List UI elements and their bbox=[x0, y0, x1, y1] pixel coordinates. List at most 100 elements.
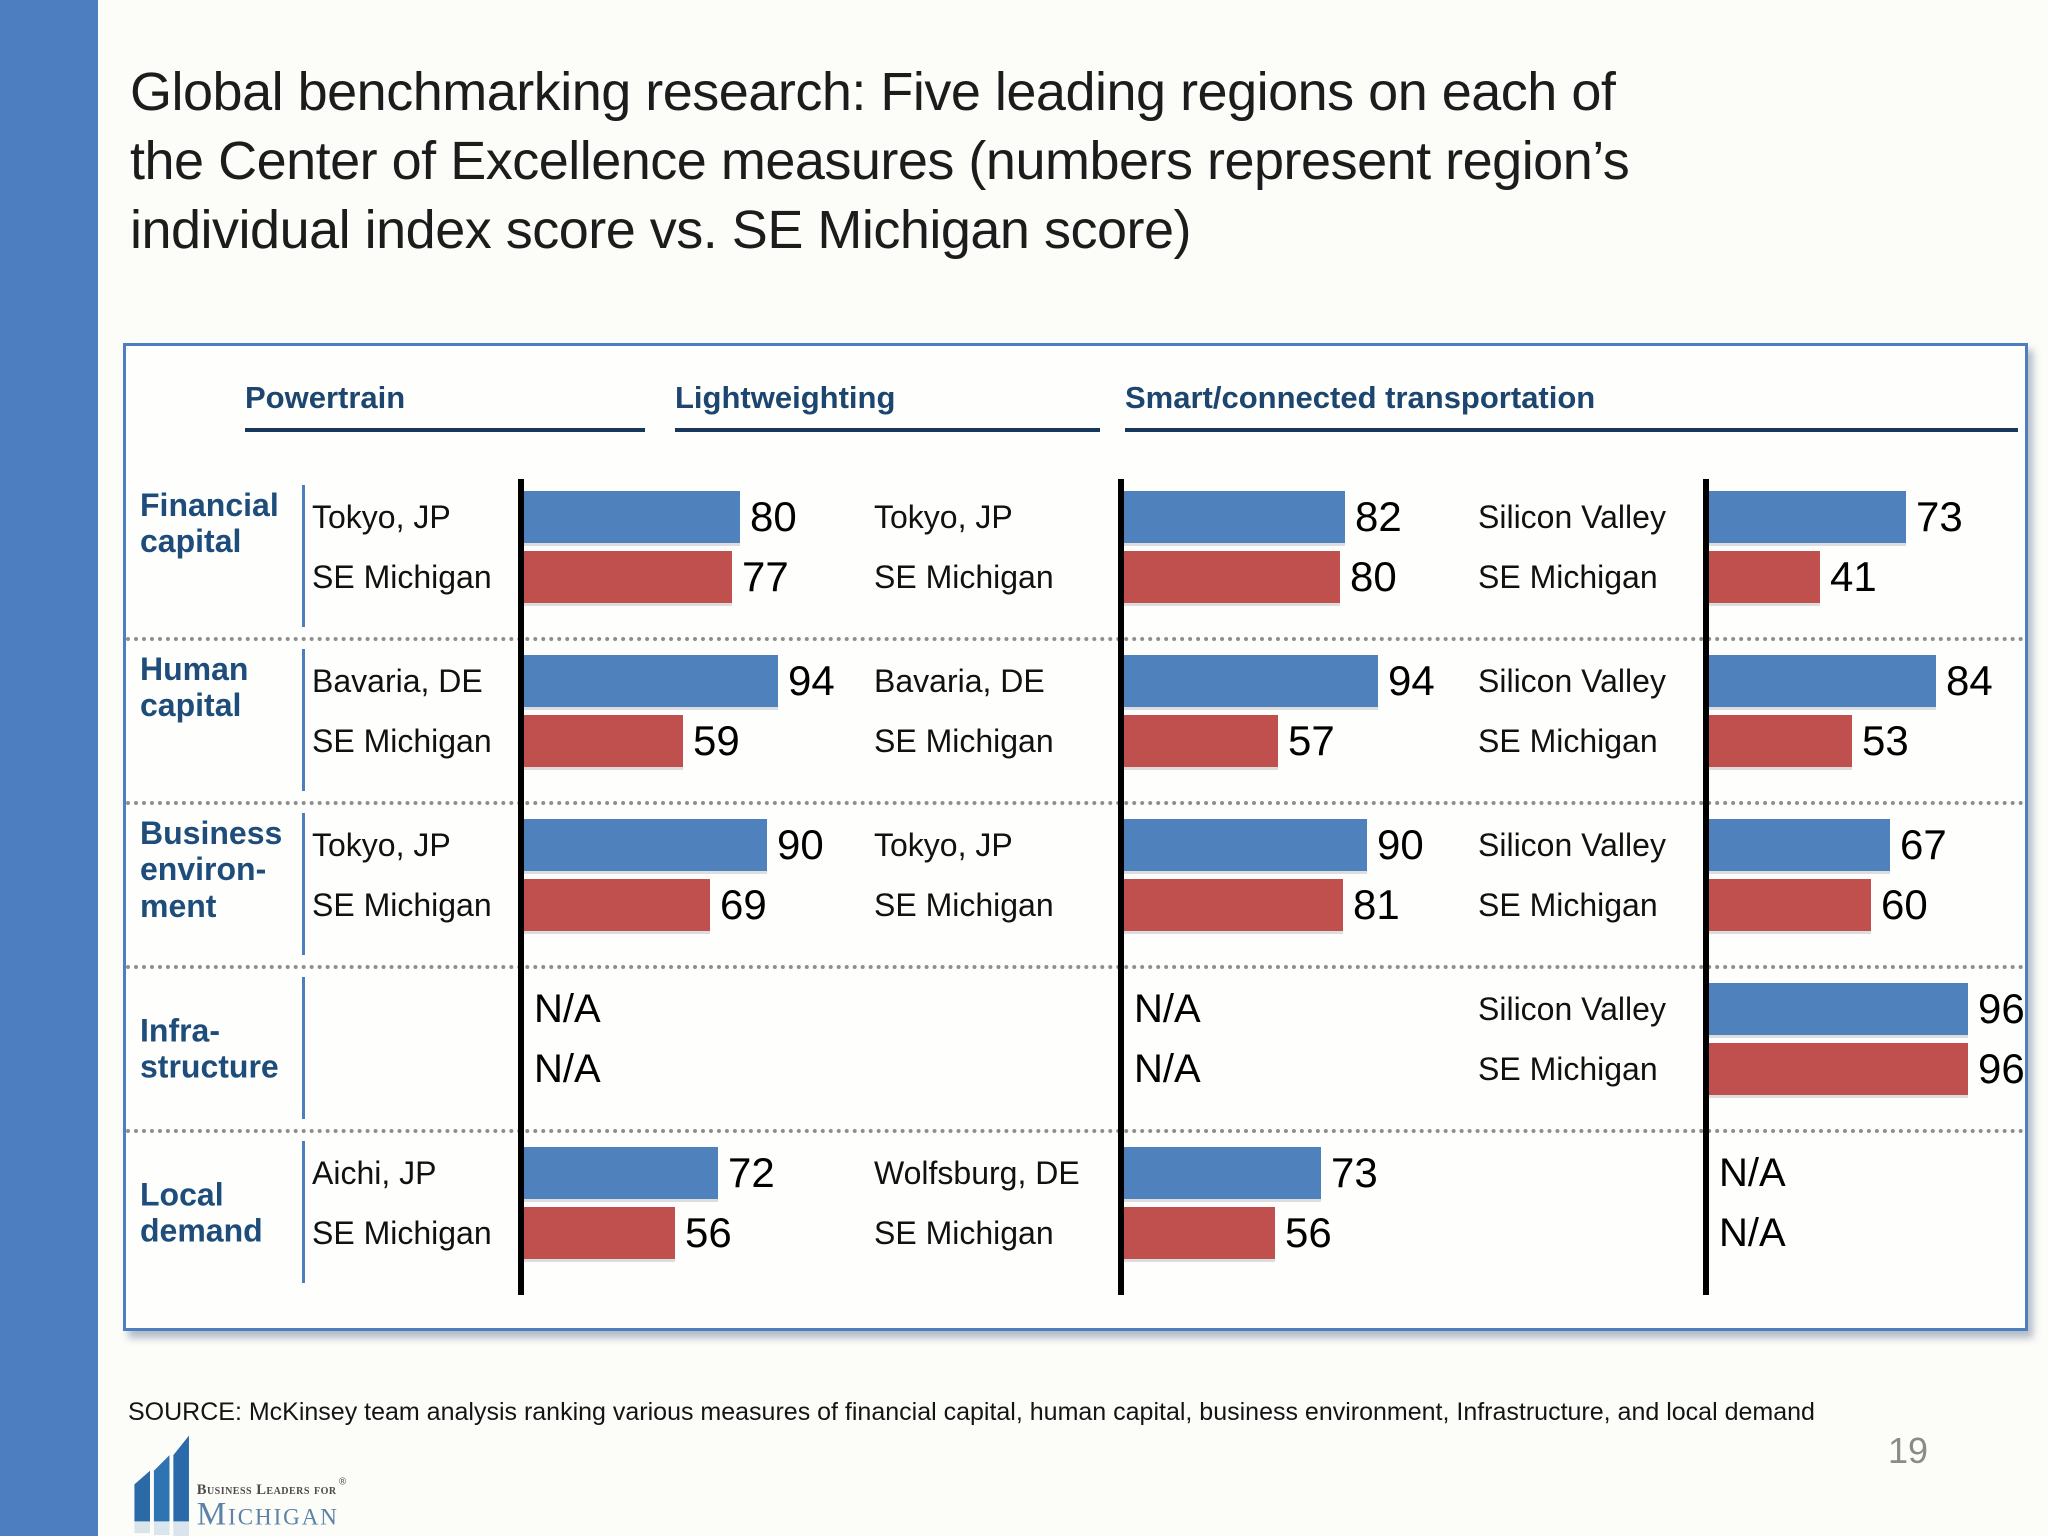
leader-bar bbox=[1709, 983, 1968, 1035]
michigan-bar bbox=[524, 715, 683, 767]
na-value: N/A bbox=[1134, 1046, 1201, 1091]
leader-bar-row: 67 bbox=[1709, 819, 1947, 871]
leader-bar bbox=[1124, 1147, 1321, 1199]
leader-bar bbox=[1124, 819, 1367, 871]
leader-bar bbox=[1124, 491, 1345, 543]
na-value: N/A bbox=[1719, 1150, 1786, 1195]
benchmark-chart: Powertrain Lightweighting Smart/connecte… bbox=[123, 343, 2028, 1331]
score-value: 90 bbox=[1377, 821, 1424, 868]
se-michigan-label: SE Michigan bbox=[874, 1214, 1054, 1251]
michigan-bar-row: 60 bbox=[1709, 879, 1928, 931]
score-value: 67 bbox=[1900, 821, 1947, 868]
michigan-bar bbox=[1124, 551, 1340, 603]
michigan-bar bbox=[1124, 715, 1278, 767]
row-label-divider bbox=[302, 649, 305, 791]
michigan-bar bbox=[1709, 1043, 1968, 1095]
se-michigan-label: SE Michigan bbox=[312, 558, 492, 595]
leader-bar-row: 80 bbox=[524, 491, 797, 543]
column-header-lightweighting: Lightweighting bbox=[675, 380, 1100, 432]
se-michigan-label: SE Michigan bbox=[1478, 558, 1658, 595]
score-value: 59 bbox=[693, 717, 740, 764]
michigan-bar-row: 59 bbox=[524, 715, 740, 767]
region-name-label: Tokyo, JP bbox=[874, 498, 1013, 535]
score-value: 41 bbox=[1830, 553, 1877, 600]
michigan-bar-row: 53 bbox=[1709, 715, 1909, 767]
na-value: N/A bbox=[1719, 1210, 1786, 1255]
score-value: 90 bbox=[777, 821, 824, 868]
measure-label: Infra- structure bbox=[140, 1012, 279, 1085]
column-header-powertrain: Powertrain bbox=[245, 380, 645, 432]
leader-bar-row: 94 bbox=[1124, 655, 1435, 707]
score-value: 57 bbox=[1288, 717, 1335, 764]
leader-bar bbox=[524, 491, 740, 543]
michigan-bar-row: 96 bbox=[1709, 1043, 2025, 1095]
score-value: 80 bbox=[750, 493, 797, 540]
michigan-bar-row: 56 bbox=[524, 1207, 732, 1259]
se-michigan-label: SE Michigan bbox=[312, 722, 492, 759]
se-michigan-label: SE Michigan bbox=[874, 722, 1054, 759]
michigan-bar bbox=[1709, 551, 1820, 603]
michigan-bar bbox=[1709, 715, 1852, 767]
axis-line-lightweighting bbox=[1118, 479, 1124, 1295]
michigan-bar-row: 69 bbox=[524, 879, 767, 931]
leader-bar-row: 82 bbox=[1124, 491, 1402, 543]
logo-line2: Michigan bbox=[197, 1495, 339, 1532]
leader-bar-row: 96 bbox=[1709, 983, 2025, 1035]
score-value: 60 bbox=[1881, 881, 1928, 928]
se-michigan-label: SE Michigan bbox=[312, 886, 492, 923]
score-value: 56 bbox=[1285, 1209, 1332, 1256]
michigan-bar-row: 77 bbox=[524, 551, 789, 603]
measure-row: Human capital Bavaria, DE SE Michigan 94 59 B… bbox=[126, 637, 2025, 801]
measure-row: Financial capital Tokyo, JP SE Michigan 80 7… bbox=[126, 477, 2025, 637]
se-michigan-label: SE Michigan bbox=[1478, 1050, 1658, 1087]
rows: Financial capital Tokyo, JP SE Michigan 80 7… bbox=[126, 477, 2025, 1299]
measure-label: Local demand bbox=[140, 1176, 263, 1249]
score-value: 94 bbox=[788, 657, 835, 704]
column-header-smart-connected-transportation: Smart/connected transportation bbox=[1125, 380, 2018, 432]
michigan-bar-row: 81 bbox=[1124, 879, 1400, 931]
region-name-label: Silicon Valley bbox=[1478, 990, 1666, 1027]
score-value: 82 bbox=[1355, 493, 1402, 540]
skyscraper-bars-icon bbox=[134, 1435, 189, 1536]
measure-row: Infra- structure N/A N/A N/A N/A Silicon Vall… bbox=[126, 965, 2025, 1129]
leader-bar bbox=[1709, 655, 1936, 707]
score-value: 94 bbox=[1388, 657, 1435, 704]
logo-line1: Business Leaders for bbox=[197, 1482, 337, 1498]
score-value: 73 bbox=[1916, 493, 1963, 540]
leader-bar-row: 84 bbox=[1709, 655, 1993, 707]
score-value: 72 bbox=[728, 1149, 775, 1196]
measure-row: Business environ- ment Tokyo, JP SE Michig… bbox=[126, 801, 2025, 965]
row-label-divider bbox=[302, 485, 305, 627]
axis-line-smart-connected bbox=[1703, 479, 1709, 1295]
leader-bar-row: 73 bbox=[1124, 1147, 1378, 1199]
se-michigan-label: SE Michigan bbox=[874, 558, 1054, 595]
measure-label: Business environ- ment bbox=[140, 815, 283, 924]
leader-bar bbox=[524, 655, 778, 707]
leader-bar bbox=[1709, 491, 1906, 543]
michigan-bar-row: 56 bbox=[1124, 1207, 1332, 1259]
na-value: N/A bbox=[534, 1046, 601, 1091]
score-value: 81 bbox=[1353, 881, 1400, 928]
region-name-label: Tokyo, JP bbox=[874, 826, 1013, 863]
leader-bar-row: 73 bbox=[1709, 491, 1963, 543]
michigan-bar bbox=[1124, 879, 1343, 931]
page-number: 19 bbox=[1888, 1430, 1929, 1471]
michigan-bar bbox=[1124, 1207, 1275, 1259]
measure-label: Financial capital bbox=[140, 487, 279, 560]
se-michigan-label: SE Michigan bbox=[1478, 722, 1658, 759]
na-value: N/A bbox=[534, 986, 601, 1031]
leader-bar-row: 90 bbox=[524, 819, 824, 871]
score-value: 56 bbox=[685, 1209, 732, 1256]
leader-bar-row: 72 bbox=[524, 1147, 775, 1199]
measure-label: Human capital bbox=[140, 651, 249, 724]
na-value: N/A bbox=[1134, 986, 1201, 1031]
score-value: 80 bbox=[1350, 553, 1397, 600]
leader-bar bbox=[524, 1147, 718, 1199]
region-name-label: Wolfsburg, DE bbox=[874, 1154, 1080, 1191]
region-name-label: Aichi, JP bbox=[312, 1154, 437, 1191]
region-name-label: Silicon Valley bbox=[1478, 826, 1666, 863]
business-leaders-for-michigan-logo: Business Leaders for ® Michigan bbox=[134, 1435, 347, 1536]
score-value: 96 bbox=[1978, 1045, 2025, 1092]
leader-bar bbox=[524, 819, 767, 871]
score-value: 73 bbox=[1331, 1149, 1378, 1196]
